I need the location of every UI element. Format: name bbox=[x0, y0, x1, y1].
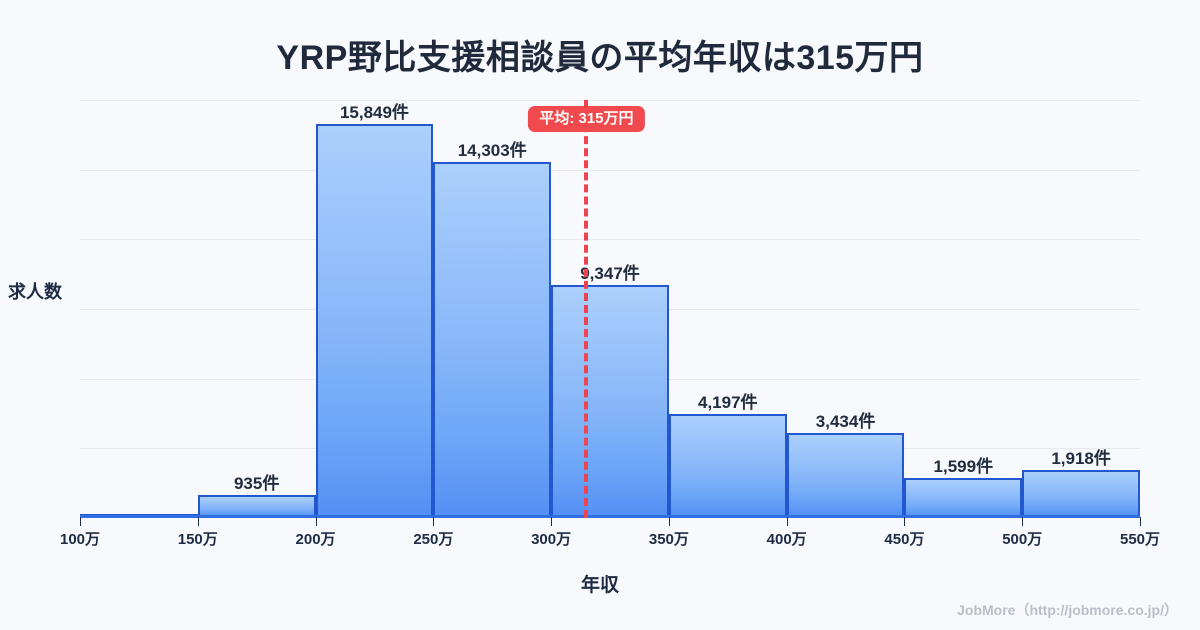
bar bbox=[786, 432, 905, 518]
x-tick-mark bbox=[904, 517, 906, 526]
x-tick-mark bbox=[315, 517, 317, 526]
chart-title: YRP野比支援相談員の平均年収は315万円 bbox=[276, 39, 924, 77]
x-tick-mark bbox=[80, 517, 81, 526]
x-tick-mark bbox=[433, 517, 435, 526]
bar bbox=[668, 413, 787, 518]
x-tick-mark bbox=[197, 517, 199, 526]
x-tick-label: 550万 bbox=[1119, 531, 1161, 548]
x-axis-line bbox=[80, 515, 1140, 518]
x-tick-label: 250万 bbox=[413, 531, 454, 548]
bar-value-label: 3,434件 bbox=[815, 411, 876, 431]
bar bbox=[433, 162, 552, 518]
x-tick-mark bbox=[1022, 517, 1024, 526]
x-tick-mark bbox=[551, 517, 553, 526]
plot-area bbox=[80, 100, 1140, 518]
bar bbox=[904, 478, 1023, 518]
x-tick-mark bbox=[1140, 517, 1141, 526]
x-axis-title: 年収 bbox=[580, 575, 619, 596]
x-tick-label: 200万 bbox=[295, 531, 336, 548]
x-tick-label: 300万 bbox=[531, 531, 572, 548]
bar-value-label: 14,303件 bbox=[457, 141, 527, 161]
bar bbox=[315, 123, 434, 518]
bar-value-label: 9,347件 bbox=[580, 264, 640, 284]
footer-credit: JobMore（http://jobmore.co.jp/） bbox=[957, 602, 1178, 618]
bar-value-label: 1,918件 bbox=[1051, 449, 1111, 469]
x-tick-mark bbox=[786, 517, 788, 526]
bar bbox=[551, 285, 669, 518]
gridline bbox=[80, 100, 1140, 101]
x-tick-label: 450万 bbox=[884, 531, 925, 548]
gridline bbox=[80, 169, 1140, 171]
bar-value-label: 15,849件 bbox=[339, 102, 409, 122]
bar-value-label: 1,599件 bbox=[933, 457, 994, 477]
x-tick-label: 400万 bbox=[766, 531, 807, 548]
average-badge: 平均: 315万円 bbox=[528, 106, 645, 132]
x-tick-label: 350万 bbox=[648, 531, 689, 548]
x-tick-mark bbox=[668, 517, 670, 526]
gridline bbox=[80, 239, 1140, 241]
bar-value-label: 4,197件 bbox=[697, 392, 758, 412]
average-line bbox=[584, 100, 589, 518]
bar-value-label: 935件 bbox=[233, 473, 280, 493]
x-tick-label: 100万 bbox=[59, 531, 101, 548]
y-axis-title: 求人数 bbox=[8, 282, 62, 302]
x-tick-label: 500万 bbox=[1002, 531, 1043, 548]
bar bbox=[1022, 470, 1140, 518]
x-tick-label: 150万 bbox=[177, 531, 218, 548]
